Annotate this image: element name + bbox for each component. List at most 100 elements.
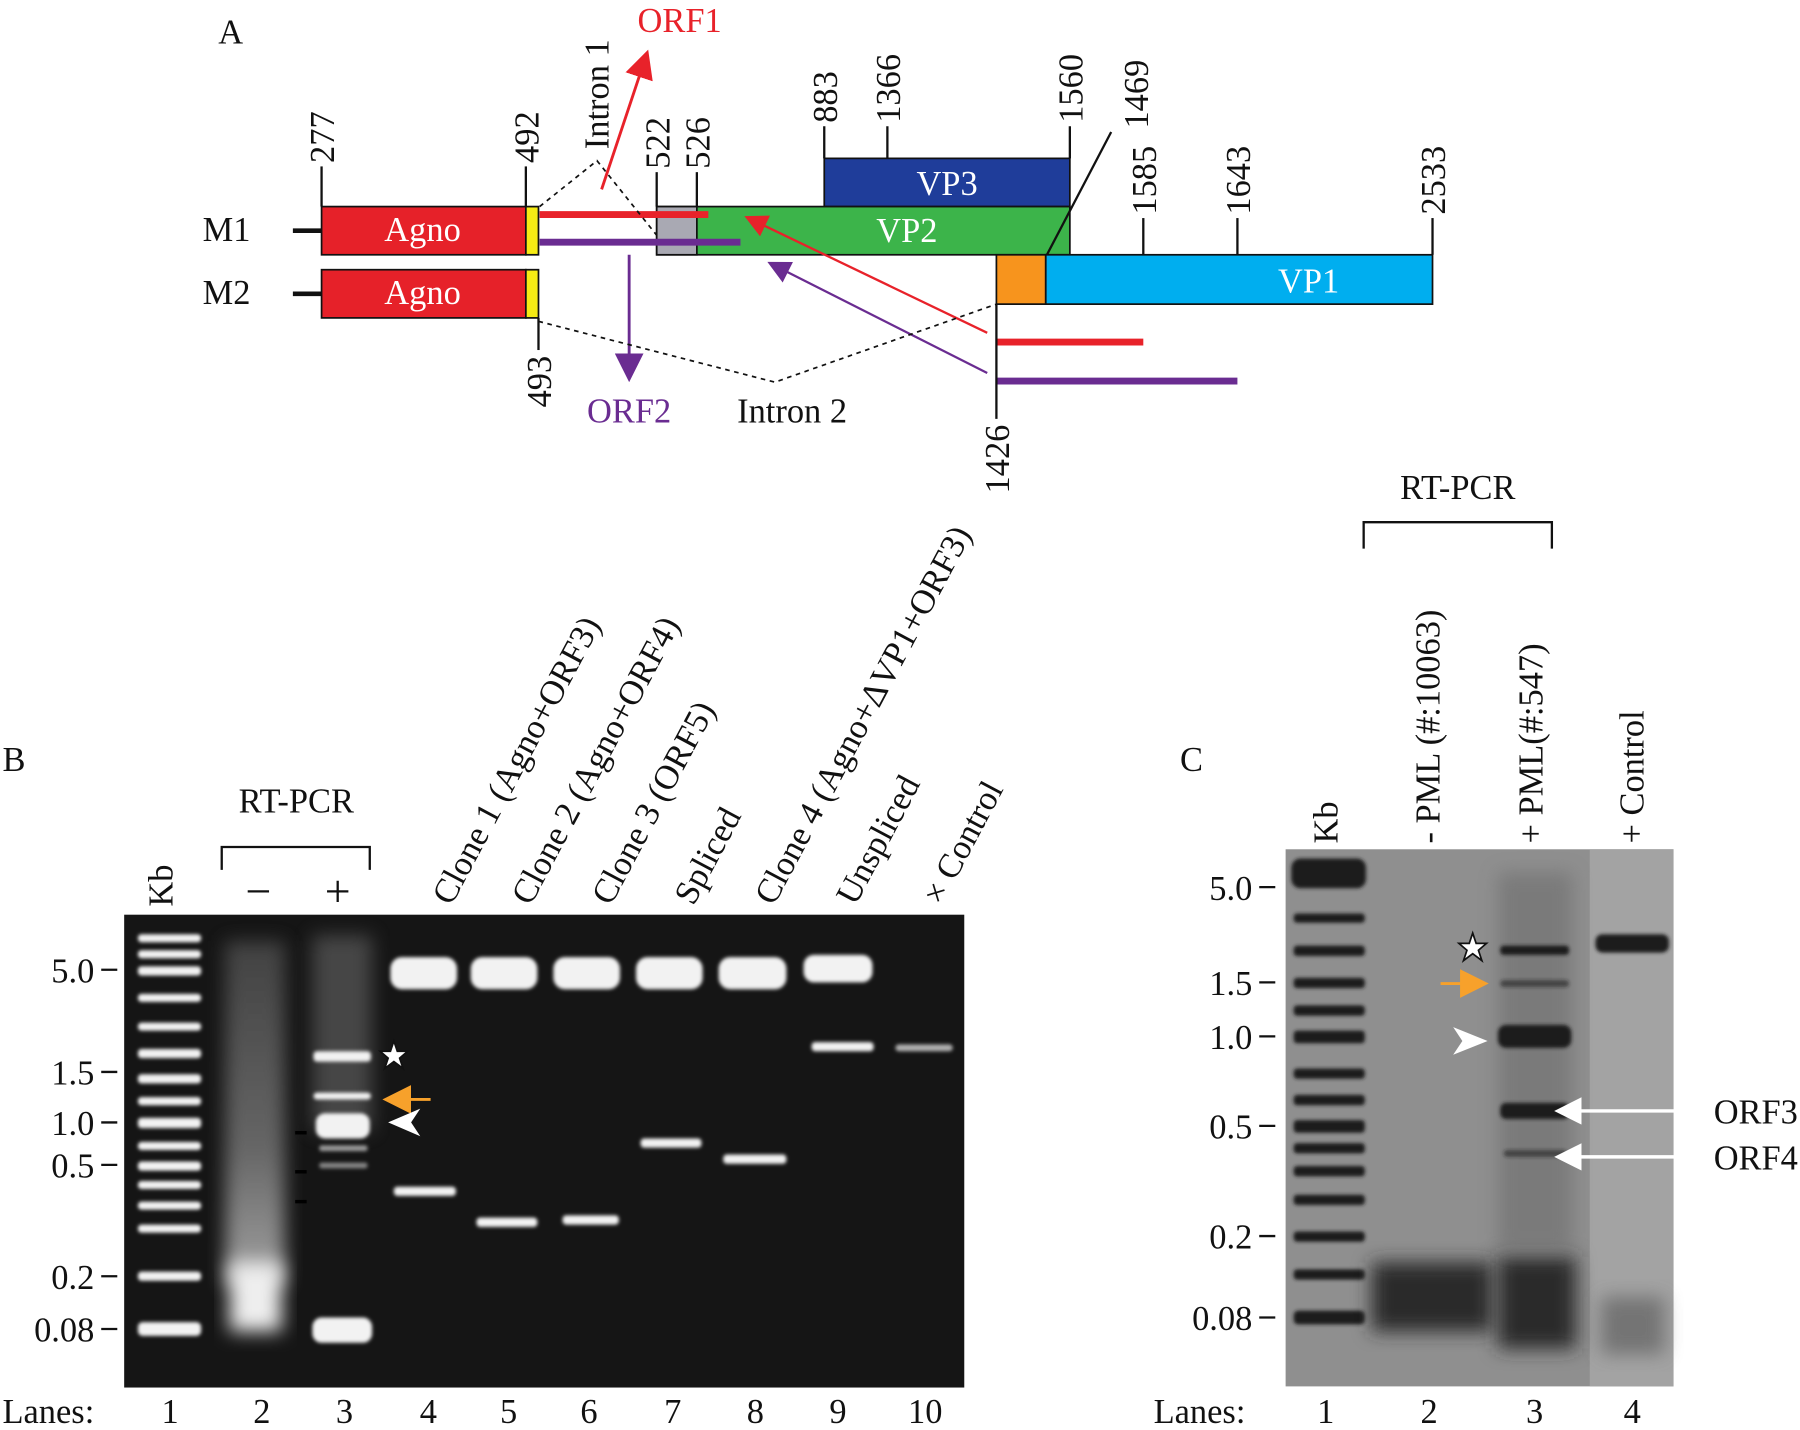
blob <box>1497 1256 1576 1349</box>
agno-box <box>320 268 527 319</box>
lane-number: 2 <box>253 1393 270 1430</box>
ladder <box>137 934 202 1336</box>
lane-title: - PML (#:10063) <box>1409 610 1447 844</box>
lane-title: + PML(#:547) <box>1513 643 1551 843</box>
lane-number: 7 <box>664 1393 681 1430</box>
position-label: 1643 <box>1220 146 1258 215</box>
marker-label: 0.5 <box>1209 1108 1252 1146</box>
smear <box>229 1262 282 1332</box>
lane-number: 1 <box>161 1393 178 1430</box>
position-label: 1560 <box>1052 54 1090 123</box>
box-label: VP1 <box>1278 263 1339 301</box>
orf1-arrow <box>600 49 653 190</box>
marker-label: 5.0 <box>51 952 94 990</box>
marker-label: 0.08 <box>34 1312 94 1350</box>
orf-label: ORF3 <box>1714 1094 1798 1132</box>
lane-bands <box>312 954 953 1343</box>
position-label: 492 <box>508 111 546 163</box>
marker-label: 0.08 <box>1192 1300 1252 1338</box>
position-label: 1469 <box>1118 60 1156 129</box>
marker-label: 1.0 <box>51 1105 94 1143</box>
marker-label: 0.2 <box>51 1259 94 1297</box>
lane-number: 4 <box>420 1393 437 1430</box>
orf-label: ORF4 <box>1714 1139 1798 1177</box>
marker-label: 1.5 <box>51 1055 94 1093</box>
marker-axis <box>101 968 118 1331</box>
arrowhead <box>1453 1027 1488 1055</box>
lane-number: 3 <box>336 1393 353 1430</box>
position-label: 2533 <box>1415 146 1453 215</box>
panel-label: C <box>1180 741 1203 779</box>
orf-label: ORF1 <box>638 2 722 40</box>
bracket <box>220 845 371 870</box>
splice-arrow <box>744 215 988 334</box>
vp3-box <box>823 157 1071 208</box>
rt-pcr-label: RT-PCR <box>239 783 354 821</box>
lane-title: × Control <box>915 775 1011 910</box>
lane-title: + Control <box>1614 710 1652 843</box>
box-label: VP3 <box>916 165 977 203</box>
minus-label: − <box>246 866 272 917</box>
lane-number: 3 <box>1526 1393 1543 1430</box>
position-label: 522 <box>639 117 677 169</box>
position-label: 883 <box>807 71 845 123</box>
position-label: 1585 <box>1126 146 1164 215</box>
row-label: M1 <box>203 211 251 249</box>
lane-bands <box>1497 934 1669 1157</box>
lane-title: Spliced <box>667 801 749 910</box>
lanes-label: Lanes: <box>1154 1393 1246 1430</box>
orf-label: ORF2 <box>587 392 671 430</box>
agno-box <box>320 205 527 256</box>
panel-label: B <box>3 741 26 779</box>
smear <box>1497 872 1573 1251</box>
vp2-box <box>655 205 1071 256</box>
box-label: VP2 <box>876 212 937 250</box>
panel-label: A <box>218 14 243 52</box>
lane-number: 6 <box>580 1393 597 1430</box>
position-tick <box>1045 131 1113 256</box>
lane-numbers: 1 2 3 4 5 6 7 8 9 10 <box>161 1393 942 1430</box>
smear <box>312 935 373 1131</box>
lane-number: 4 <box>1624 1393 1641 1430</box>
position-label: 1366 <box>870 54 908 123</box>
bracket <box>1362 521 1554 549</box>
position-label: 493 <box>521 356 559 408</box>
blob <box>1601 1296 1665 1355</box>
lane-number: 1 <box>1317 1393 1334 1430</box>
lane-number: 5 <box>500 1393 517 1430</box>
kb-label: Kb <box>1307 801 1345 843</box>
marker-label: 0.5 <box>51 1148 94 1186</box>
position-label: 1426 <box>979 425 1017 494</box>
yellow-box <box>524 205 540 256</box>
marker-label: 1.5 <box>1209 965 1252 1003</box>
box-label: Agno <box>384 211 461 249</box>
intron-line <box>539 159 658 236</box>
splice-arrow <box>767 261 988 375</box>
blob <box>1371 1262 1493 1332</box>
box-label: Agno <box>384 274 461 312</box>
kb-label: Kb <box>142 865 180 907</box>
star <box>377 1038 410 1071</box>
arrowhead <box>388 1108 421 1137</box>
lane-number: 8 <box>747 1393 764 1430</box>
marker-axis <box>1259 886 1276 1319</box>
position-label: 277 <box>304 111 342 163</box>
row-label: M2 <box>203 274 251 312</box>
intron-label: Intron 2 <box>737 392 847 430</box>
intron-label: Intron 1 <box>578 39 616 149</box>
lane-number: 10 <box>908 1393 942 1430</box>
position-label: 526 <box>679 117 717 169</box>
vp1-box <box>1044 253 1434 305</box>
plus-label: + <box>325 866 351 917</box>
rt-pcr-label: RT-PCR <box>1400 469 1515 507</box>
lanes-label: Lanes: <box>3 1393 95 1430</box>
ladder <box>1291 858 1366 1325</box>
star <box>1456 930 1489 963</box>
lane-numbers: 1 2 3 4 <box>1317 1393 1641 1430</box>
orange-box <box>995 253 1047 305</box>
lane-number: 2 <box>1420 1393 1437 1430</box>
yellow-box <box>524 268 540 319</box>
marker-label: 0.2 <box>1209 1219 1252 1257</box>
